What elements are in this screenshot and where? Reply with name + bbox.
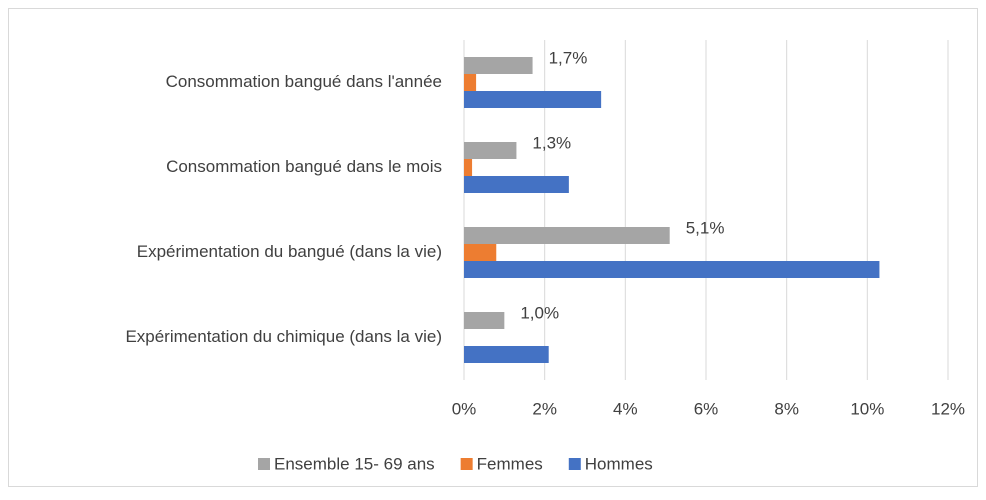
x-tick-label: 6%	[694, 399, 719, 418]
x-tick-label: 10%	[850, 399, 884, 418]
x-tick-label: 4%	[613, 399, 638, 418]
bar	[464, 57, 533, 74]
x-tick-label: 8%	[774, 399, 799, 418]
y-tick-label: Expérimentation du bangué (dans la vie)	[137, 242, 442, 261]
bar	[464, 261, 880, 278]
bar	[464, 74, 477, 91]
data-label: 1,0%	[520, 303, 559, 322]
legend-swatch	[568, 458, 581, 470]
data-label: 5,1%	[686, 218, 725, 237]
bar	[464, 91, 602, 108]
legend-swatch	[258, 458, 270, 470]
bar	[464, 346, 549, 363]
x-tick-label: 0%	[452, 399, 477, 418]
bar	[464, 227, 670, 244]
bar	[464, 176, 569, 193]
bar	[464, 159, 473, 176]
legend-label: Hommes	[585, 454, 653, 473]
data-label: 1,3%	[532, 133, 571, 152]
legend-swatch	[460, 458, 473, 470]
data-label: 1,7%	[549, 48, 588, 67]
x-tick-label: 2%	[532, 399, 557, 418]
legend-label: Femmes	[477, 454, 543, 473]
bar	[464, 142, 517, 159]
bar	[464, 312, 505, 329]
y-tick-label: Consommation bangué dans le mois	[166, 157, 442, 176]
bar	[464, 244, 497, 261]
x-tick-label: 12%	[931, 399, 965, 418]
y-tick-label: Consommation bangué dans l'année	[166, 72, 442, 91]
y-tick-label: Expérimentation du chimique (dans la vie…	[125, 327, 442, 346]
legend-label: Ensemble 15- 69 ans	[274, 454, 435, 473]
